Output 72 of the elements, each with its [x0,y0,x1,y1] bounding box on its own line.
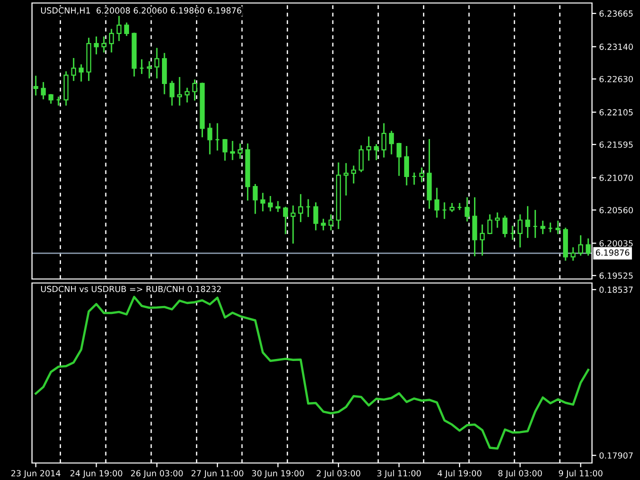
candlestick [320,218,326,230]
candlestick [313,202,318,230]
candlestick [230,140,235,160]
candlestick [328,214,334,230]
candlestick [586,238,591,256]
candlestick [222,139,228,161]
candlestick [177,77,182,106]
y-tick-label: 6.22105 [600,109,633,116]
candlestick [290,206,296,244]
candlestick [71,58,76,81]
y-tick-label: 6.21070 [600,174,633,181]
candlestick [146,61,152,78]
y-tick-label: 6.20035 [600,240,633,247]
candlestick [487,214,492,234]
line-series [34,296,590,450]
candlestick [358,145,364,172]
candlestick [518,214,523,248]
y-tick-label: 6.21595 [600,141,633,148]
y-tick-label: 0.18537 [599,286,633,293]
chart-title: USDCNH,H1 6.20008 6.20060 6.19860 6.19876 [41,7,242,14]
x-tick-label: 2 Jul 03:00 [316,470,360,478]
x-tick-label: 9 Jul 11:00 [558,470,602,478]
candlestick [252,184,258,214]
ref-line-label: 6.19876 [596,249,630,256]
y-tick-label: 6.22630 [600,76,633,82]
chart-title: USDCNH vs USDRUB => RUB/CNH 0.18232 [41,286,221,293]
candlestick [78,64,84,82]
candlestick [298,194,304,222]
candlestick [276,201,280,212]
candlestick [260,192,266,212]
candlestick [502,216,508,238]
candlestick [374,144,379,160]
candlestick [124,22,130,36]
x-tick-label: 26 Jun 03:00 [131,470,183,478]
y-tick-label: 6.19525 [600,272,633,279]
x-tick-label: 4 Jul 19:00 [438,470,482,478]
candlestick [33,76,38,96]
candlestick [184,88,190,102]
candlestick [154,48,160,78]
candlestick [268,196,273,212]
candlestick [109,28,114,52]
candlestick [525,206,530,238]
x-tick-label: 24 Jun 19:00 [70,470,122,478]
candlestick [578,235,584,256]
candlestick [404,146,410,186]
x-tick-label: 30 Jun 19:00 [252,470,304,478]
x-tick-label: 23 Jun 2014 [11,470,60,478]
candlestick [344,163,348,196]
candlestick [351,166,356,184]
candlestick [419,168,424,182]
candlestick [40,82,46,100]
candlestick [472,197,478,256]
candlestick [396,142,402,176]
candlestick [480,224,485,256]
candlestick [540,220,546,234]
candlestick [207,123,212,154]
x-tick-label: 3 Jul 11:00 [377,470,421,478]
x-tick-label: 8 Jul 03:00 [498,470,542,478]
candlestick [94,36,99,54]
y-tick-label: 6.23140 [600,44,633,50]
candlestick [494,212,500,228]
candlestick [434,188,440,218]
candlestick [570,247,576,261]
x-tick-label: 27 Jun 11:00 [192,470,244,478]
y-tick-label: 6.20560 [600,206,633,214]
candlestick [101,36,106,52]
candlestick [389,130,394,154]
candlestick [366,136,372,161]
y-tick-label: 0.17907 [599,452,633,459]
candlestick [170,80,174,106]
candlestick [381,123,386,158]
y-tick-label: 6.23665 [600,10,633,17]
